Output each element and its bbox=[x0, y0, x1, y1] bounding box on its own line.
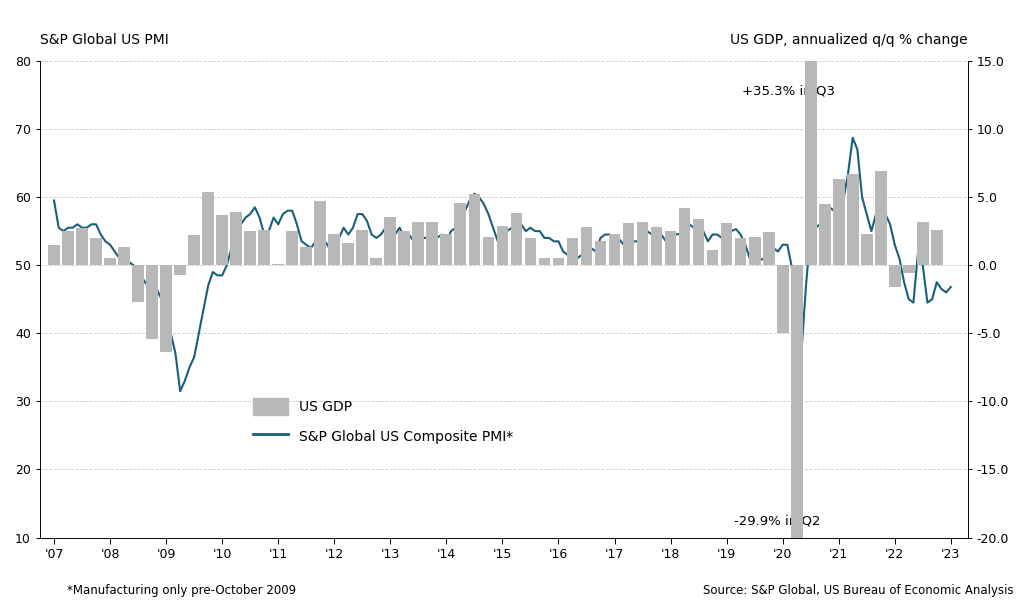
Bar bbox=[48, 245, 60, 265]
Bar bbox=[188, 235, 200, 265]
Bar bbox=[749, 236, 761, 265]
Bar bbox=[721, 223, 732, 265]
Bar bbox=[469, 194, 480, 265]
Bar bbox=[482, 236, 495, 265]
Bar bbox=[440, 234, 453, 265]
Bar bbox=[216, 215, 228, 265]
Bar bbox=[581, 227, 592, 265]
Bar bbox=[524, 238, 537, 265]
Bar bbox=[650, 227, 663, 265]
Bar bbox=[245, 231, 256, 265]
Bar bbox=[426, 221, 438, 265]
Bar bbox=[874, 171, 887, 265]
Bar bbox=[132, 265, 144, 302]
Bar bbox=[791, 265, 803, 600]
Bar bbox=[553, 259, 564, 265]
Bar bbox=[692, 219, 705, 265]
Bar bbox=[595, 241, 606, 265]
Bar bbox=[847, 174, 858, 265]
Bar bbox=[272, 264, 284, 265]
Bar bbox=[371, 259, 382, 265]
Bar bbox=[384, 217, 396, 265]
Bar bbox=[805, 0, 816, 265]
Bar bbox=[104, 259, 116, 265]
Bar bbox=[230, 212, 242, 265]
Text: -29.9% in Q2: -29.9% in Q2 bbox=[734, 514, 820, 527]
Bar bbox=[861, 234, 872, 265]
Bar bbox=[455, 203, 466, 265]
Bar bbox=[62, 231, 74, 265]
Legend: US GDP, S&P Global US Composite PMI*: US GDP, S&P Global US Composite PMI* bbox=[253, 398, 513, 445]
Bar bbox=[735, 238, 746, 265]
Text: *Manufacturing only pre-October 2009: *Manufacturing only pre-October 2009 bbox=[67, 584, 296, 597]
Text: Source: S&P Global, US Bureau of Economic Analysis: Source: S&P Global, US Bureau of Economi… bbox=[703, 584, 1014, 597]
Bar bbox=[398, 231, 411, 265]
Bar bbox=[679, 208, 690, 265]
Bar bbox=[329, 234, 340, 265]
Bar bbox=[118, 247, 130, 265]
Bar bbox=[511, 214, 522, 265]
Bar bbox=[90, 238, 102, 265]
Bar bbox=[566, 238, 579, 265]
Bar bbox=[497, 226, 508, 265]
Bar bbox=[763, 232, 774, 265]
Bar bbox=[356, 230, 369, 265]
Bar bbox=[903, 265, 914, 274]
Text: +35.3% in Q3: +35.3% in Q3 bbox=[741, 85, 835, 98]
Bar bbox=[314, 201, 327, 265]
Bar bbox=[819, 204, 830, 265]
Bar bbox=[258, 230, 270, 265]
Bar bbox=[637, 221, 648, 265]
Bar bbox=[160, 265, 172, 352]
Bar bbox=[174, 265, 186, 275]
Bar bbox=[889, 265, 901, 287]
Bar bbox=[665, 231, 677, 265]
Bar bbox=[146, 265, 158, 339]
Text: US GDP, annualized q/q % change: US GDP, annualized q/q % change bbox=[730, 32, 968, 47]
Bar bbox=[413, 221, 424, 265]
Bar bbox=[833, 179, 845, 265]
Bar bbox=[623, 223, 635, 265]
Bar bbox=[608, 234, 621, 265]
Bar bbox=[342, 244, 354, 265]
Bar bbox=[76, 229, 88, 265]
Bar bbox=[707, 250, 719, 265]
Bar bbox=[300, 247, 312, 265]
Text: S&P Global US PMI: S&P Global US PMI bbox=[40, 32, 169, 47]
Bar bbox=[931, 230, 943, 265]
Bar bbox=[916, 221, 929, 265]
Bar bbox=[287, 231, 298, 265]
Bar bbox=[203, 191, 214, 265]
Bar bbox=[539, 259, 550, 265]
Bar bbox=[777, 265, 788, 333]
